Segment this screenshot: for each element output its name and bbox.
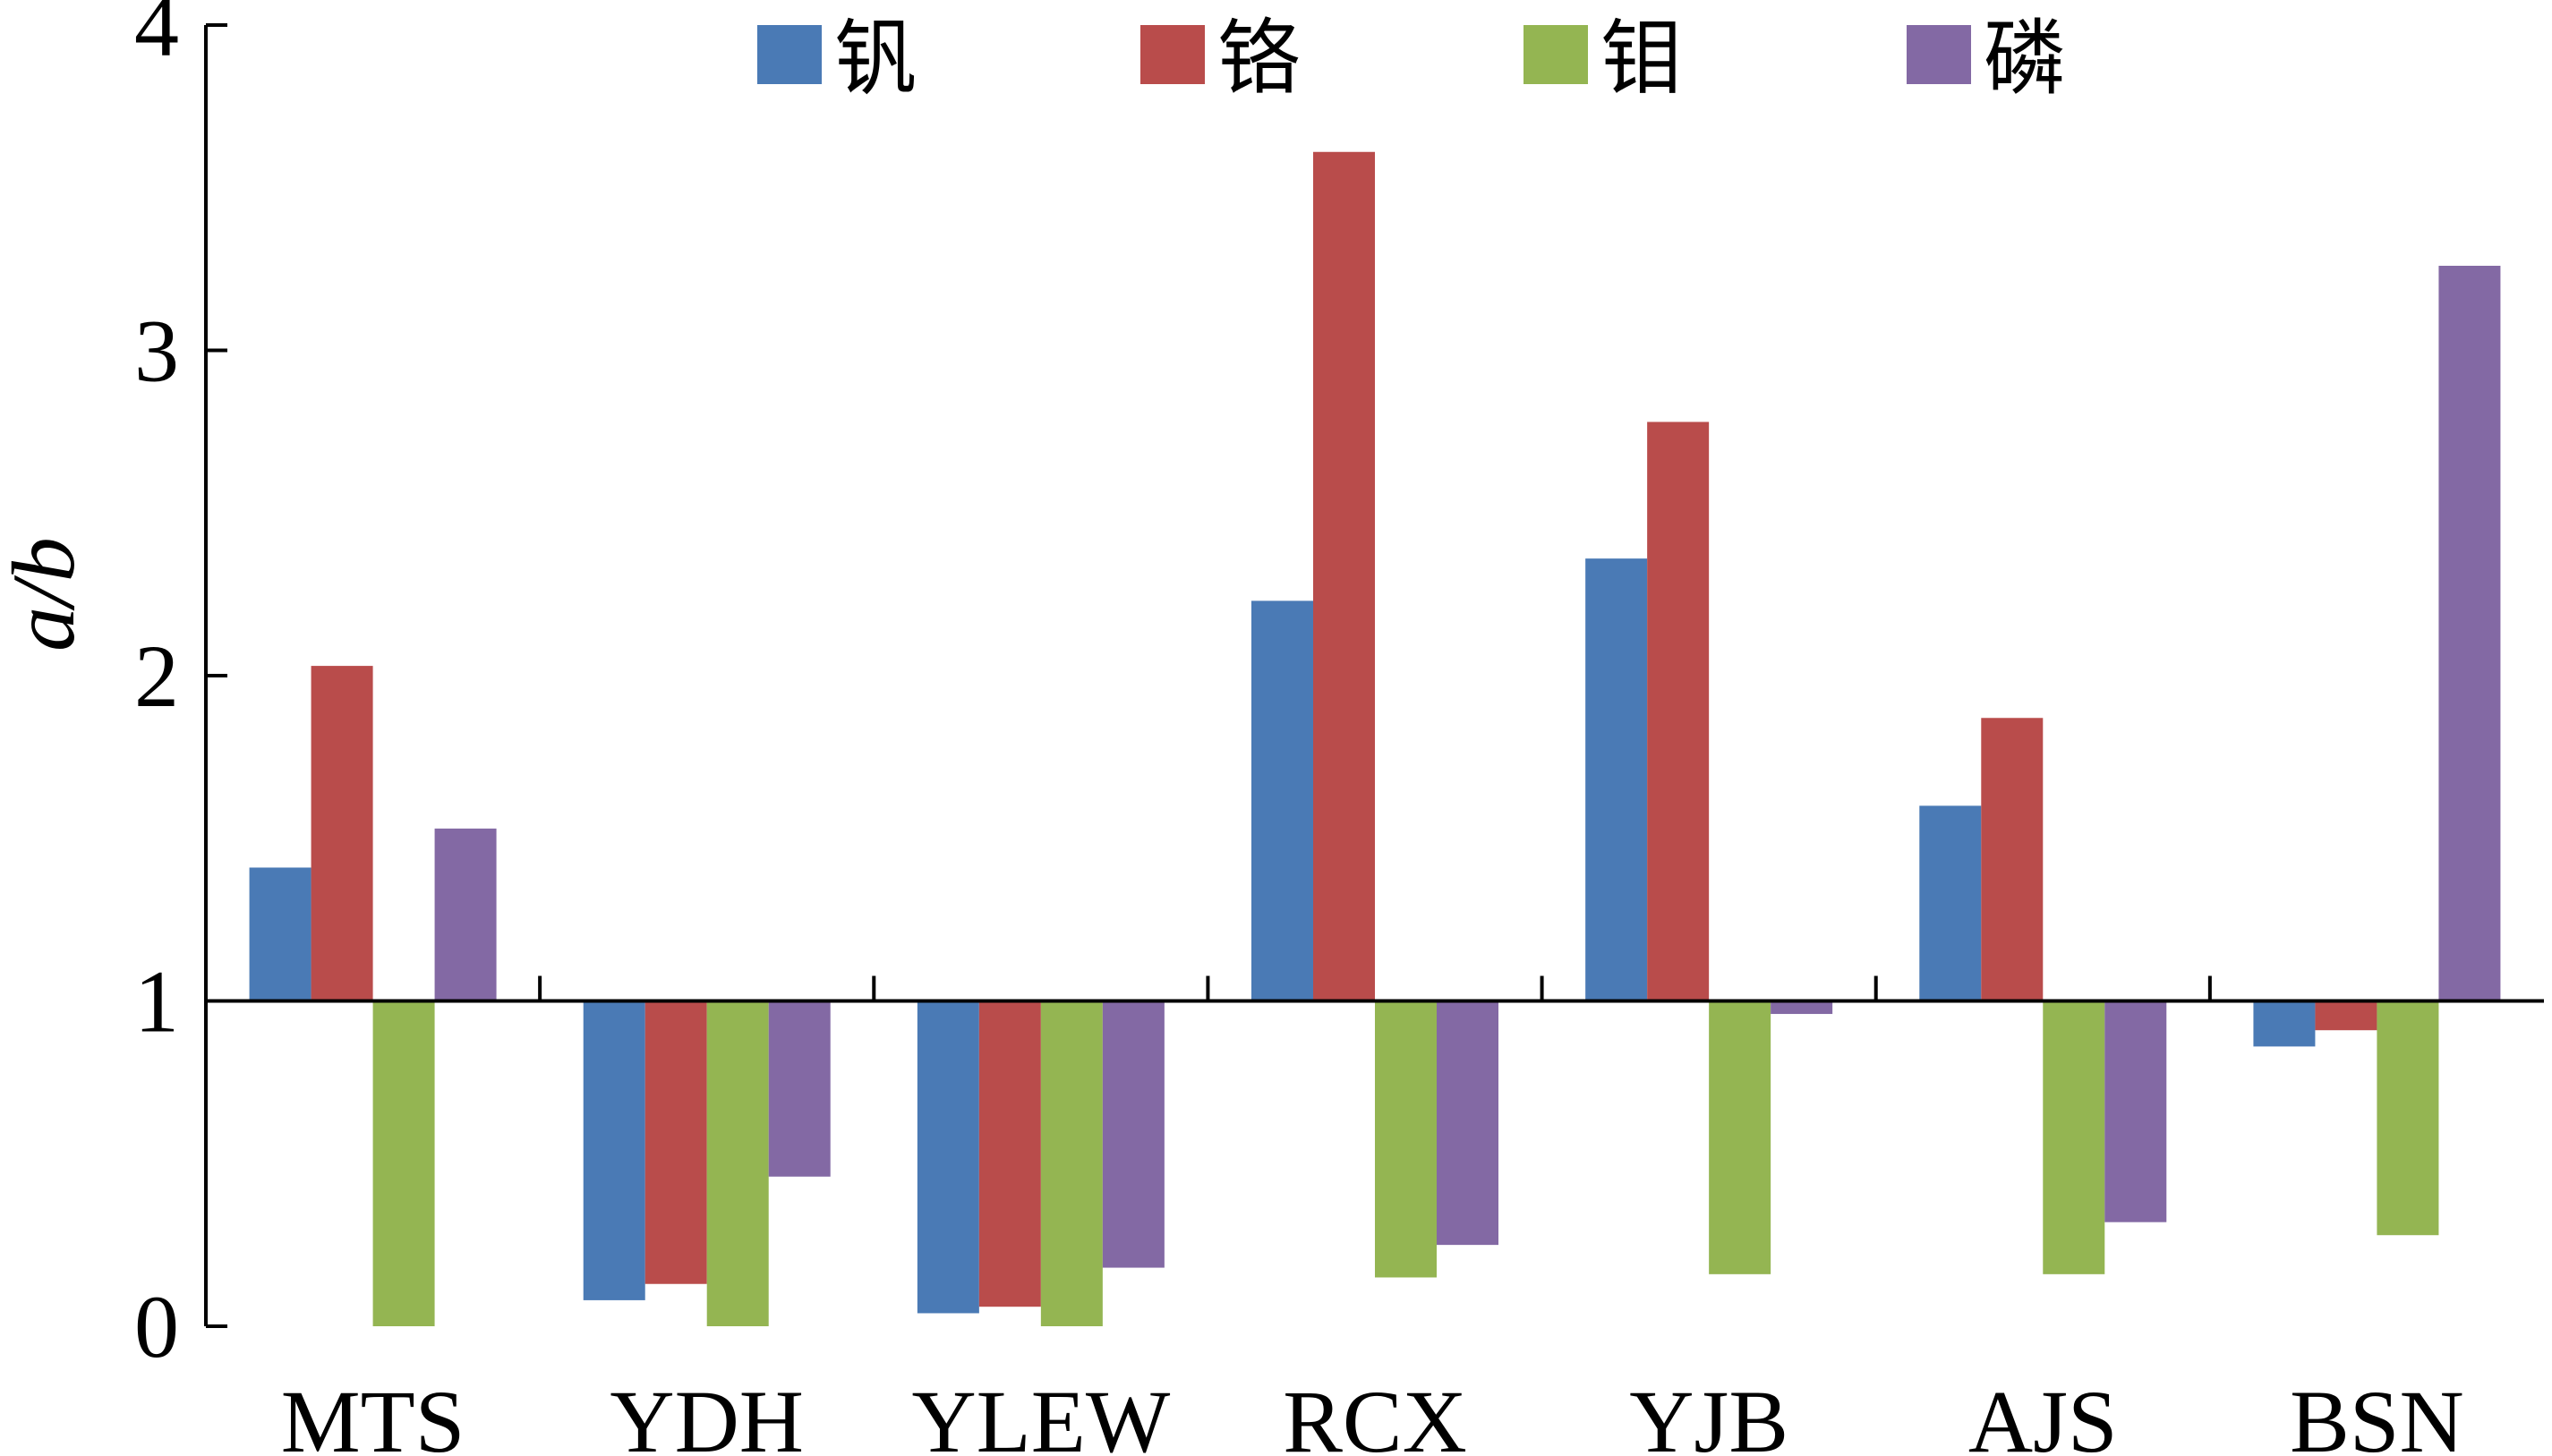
bar-bsn-series-3 (2377, 1000, 2439, 1236)
y-tick-label-2: 2 (134, 626, 179, 726)
bar-mts-series-1 (249, 867, 312, 1001)
bar-yjb-series-3 (1709, 1000, 1771, 1274)
legend: 钒铬钼磷 (757, 11, 2066, 106)
category-label-mts: MTS (281, 1372, 465, 1456)
legend-swatch-4 (1907, 25, 1971, 84)
bar-ajs-series-3 (2043, 1000, 2105, 1274)
bar-mts-series-3 (372, 1000, 435, 1326)
legend-label-2: 铬 (1217, 11, 1300, 106)
bar-ydh-series-1 (583, 1000, 645, 1300)
axes-group (204, 23, 2544, 1328)
labels-group: 0 1 2 3 4 MTS YDH YLEW RCX YJB AJS BSN a/b (0, 0, 2464, 1456)
y-tick-label-3: 3 (134, 302, 179, 401)
bar-rcx-series-1 (1251, 600, 1313, 1001)
legend-label-1: 钒 (834, 11, 917, 106)
legend-swatch-2 (1140, 25, 1205, 84)
category-label-rcx: RCX (1283, 1372, 1467, 1456)
bar-rcx-series-4 (1437, 1000, 1498, 1246)
bar-bsn-series-1 (2253, 1000, 2316, 1047)
bar-yjb-series-2 (1647, 421, 1710, 1001)
bar-mts-series-4 (434, 828, 497, 1001)
category-label-ylew: YLEW (911, 1372, 1170, 1456)
bar-mts-series-2 (311, 666, 373, 1001)
bar-ylew-series-4 (1102, 1000, 1165, 1268)
legend-label-4: 磷 (1984, 11, 2066, 106)
legend-swatch-1 (757, 25, 822, 84)
bar-yjb-series-1 (1585, 558, 1648, 1001)
bar-bsn-series-2 (2315, 1000, 2377, 1031)
bar-ajs-series-2 (1981, 718, 2044, 1001)
category-label-yjb: YJB (1629, 1372, 1788, 1456)
bar-ydh-series-3 (706, 1000, 769, 1326)
y-axis-title: a/b (0, 537, 93, 651)
bar-ydh-series-2 (644, 1000, 707, 1284)
bar-ylew-series-2 (978, 1000, 1041, 1307)
bar-ydh-series-4 (768, 1000, 831, 1177)
bar-ajs-series-4 (2104, 1000, 2167, 1222)
bar-yjb-series-4 (1771, 1000, 1833, 1015)
bar-ylew-series-3 (1040, 1000, 1103, 1326)
bar-bsn-series-4 (2438, 265, 2501, 1001)
bar-ajs-series-1 (1919, 805, 1982, 1001)
category-label-ajs: AJS (1968, 1372, 2118, 1456)
category-label-ydh: YDH (610, 1372, 804, 1456)
bars-group (249, 151, 2501, 1326)
bar-ylew-series-1 (917, 1000, 979, 1314)
legend-swatch-3 (1524, 25, 1588, 84)
y-tick-label-0: 0 (134, 1277, 179, 1376)
legend-label-3: 钼 (1600, 11, 1683, 106)
bar-rcx-series-2 (1313, 151, 1375, 1001)
bar-rcx-series-3 (1375, 1000, 1437, 1278)
y-tick-label-1: 1 (134, 952, 179, 1052)
category-label-bsn: BSN (2290, 1372, 2464, 1456)
y-tick-label-4: 4 (134, 0, 179, 75)
